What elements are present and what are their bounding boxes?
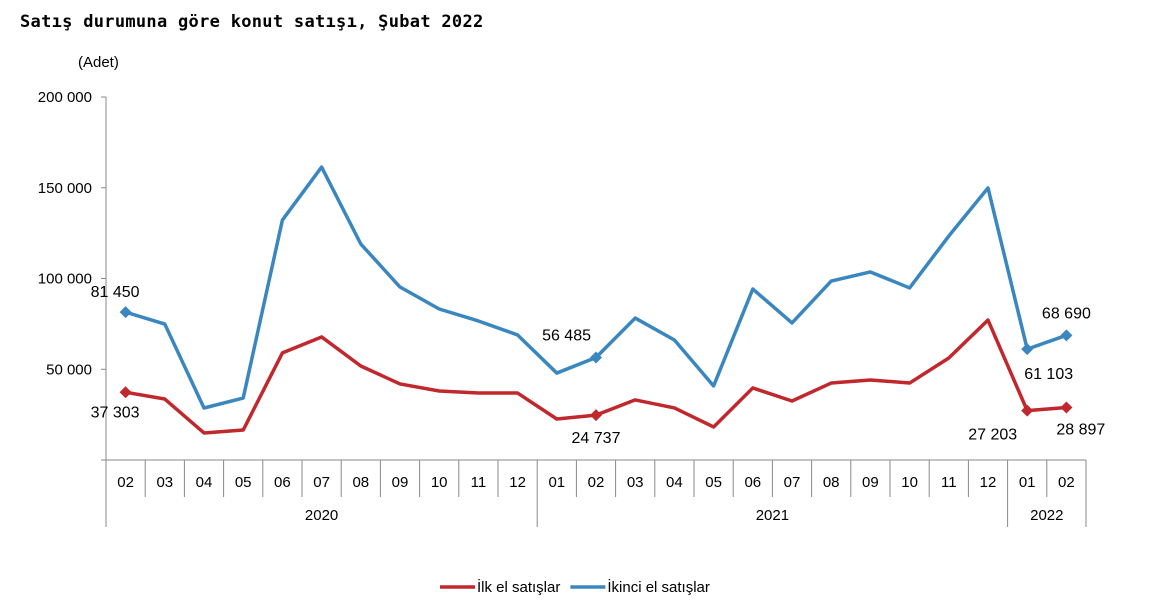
- x-tick-label: 11: [941, 474, 957, 491]
- x-tick-label: 05: [705, 474, 722, 491]
- x-tick-label: 07: [784, 474, 801, 491]
- data-point-marker: [590, 351, 602, 364]
- x-tick-label: 06: [744, 474, 761, 491]
- data-point-marker: [1060, 401, 1073, 414]
- y-axis-label: (Adet): [78, 54, 119, 71]
- x-tick-label: 03: [627, 474, 644, 491]
- x-tick-label: 11: [471, 474, 487, 491]
- data-label: 37 303: [91, 404, 140, 421]
- y-tick-label: 200 000: [38, 89, 92, 106]
- x-tick-label: 03: [156, 474, 173, 491]
- data-label: 56 485: [542, 327, 591, 344]
- year-label: 2021: [756, 507, 789, 524]
- x-tick-label: 02: [1058, 474, 1075, 491]
- data-label: 24 737: [572, 430, 621, 447]
- x-tick-label: 04: [196, 474, 213, 491]
- data-label: 27 203: [968, 427, 1017, 444]
- data-label: 28 897: [1056, 422, 1105, 439]
- x-tick-label: 09: [862, 474, 879, 491]
- x-tick-label: 09: [392, 474, 409, 491]
- x-tick-label: 06: [274, 474, 291, 491]
- legend-label: İkinci el satışlar: [607, 578, 710, 596]
- chart-title: Satış durumuna göre konut satışı, Şubat …: [20, 12, 484, 32]
- data-label: 68 690: [1042, 305, 1091, 322]
- x-tick-label: 12: [509, 474, 526, 491]
- x-tick-label: 05: [235, 474, 252, 491]
- data-point-marker: [1021, 343, 1034, 356]
- x-tick-label: 08: [352, 474, 369, 491]
- y-tick-label: 50 000: [46, 361, 92, 378]
- data-point-marker: [1021, 404, 1034, 417]
- data-point-marker: [119, 386, 132, 399]
- x-tick-label: 02: [588, 474, 605, 491]
- x-tick-label: 10: [901, 474, 918, 491]
- year-label: 2022: [1030, 507, 1063, 524]
- y-tick-label: 150 000: [38, 180, 92, 197]
- y-tick-label: 100 000: [38, 271, 92, 288]
- x-tick-label: 07: [313, 474, 330, 491]
- data-label: 81 450: [91, 284, 140, 301]
- data-label: 61 103: [1024, 366, 1073, 383]
- x-tick-label: 01: [1019, 474, 1036, 491]
- year-label: 2020: [305, 507, 338, 524]
- x-tick-label: 02: [117, 474, 134, 491]
- data-point-marker: [1060, 329, 1073, 342]
- x-tick-label: 01: [548, 474, 565, 491]
- x-tick-label: 04: [666, 474, 683, 491]
- x-tick-label: 12: [980, 474, 997, 491]
- data-point-marker: [590, 409, 602, 422]
- x-tick-label: 08: [823, 474, 840, 491]
- data-point-marker: [119, 306, 132, 319]
- x-tick-label: 10: [431, 474, 448, 491]
- legend-label: İlk el satışlar: [477, 578, 560, 596]
